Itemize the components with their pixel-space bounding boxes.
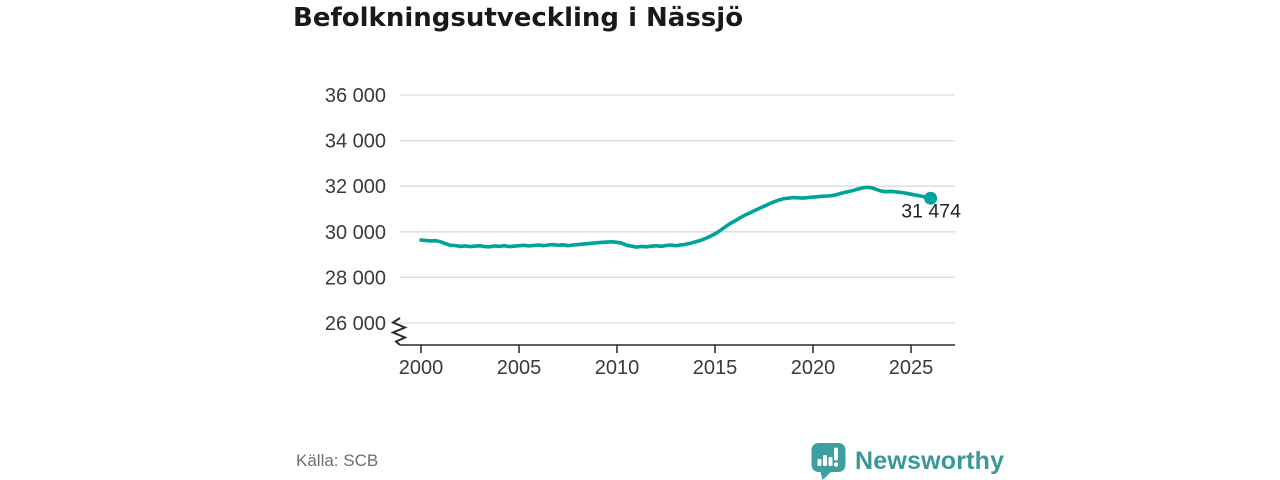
newsworthy-logo-text: Newsworthy — [855, 446, 1005, 475]
x-tick-label: 2000 — [399, 357, 444, 379]
logo-bar-short — [817, 459, 822, 466]
population-line — [419, 185, 933, 249]
last-point-marker — [924, 191, 938, 205]
x-tick-label: 2020 — [791, 357, 836, 379]
y-tick-label: 28 000 — [325, 267, 386, 289]
last-value-label: 31 474 — [901, 201, 961, 223]
chart-title: Befolkningsutveckling i Nässjö — [293, 3, 744, 33]
x-tick-label: 2025 — [889, 357, 934, 379]
logo-exclamation-dot — [833, 462, 839, 467]
logo-exclamation-bar — [834, 447, 838, 461]
logo-bar-tall — [823, 455, 827, 466]
logo-bar-medium — [828, 457, 833, 466]
source-note: Källa: SCB — [296, 451, 379, 470]
y-axis-break-icon — [390, 317, 408, 346]
y-tick-label: 36 000 — [325, 85, 386, 107]
y-tick-label: 34 000 — [325, 131, 386, 153]
newsworthy-brand: Newsworthy — [810, 442, 1004, 480]
y-tick-label: 32 000 — [325, 176, 386, 198]
y-tick-label: 26 000 — [325, 313, 386, 335]
newsworthy-logo-icon — [811, 443, 846, 480]
x-tick-label: 2015 — [693, 357, 738, 379]
y-tick-label: 30 000 — [325, 222, 386, 244]
x-tick-label: 2010 — [595, 357, 640, 379]
x-tick-label: 2005 — [497, 357, 542, 379]
